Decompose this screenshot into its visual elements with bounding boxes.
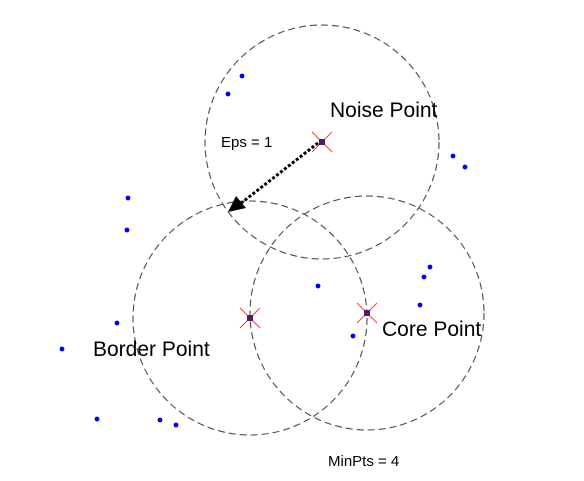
minpts-label: MinPts = 4 xyxy=(328,453,399,470)
data-point xyxy=(462,164,468,170)
data-point xyxy=(114,320,120,326)
core-point-neighborhood-circle xyxy=(249,195,485,431)
eps-radius-arrow xyxy=(228,141,319,212)
border-point-marker xyxy=(239,307,261,329)
data-point xyxy=(125,195,131,201)
border-point-label: Border Point xyxy=(93,338,210,361)
data-point xyxy=(225,91,231,97)
data-point xyxy=(59,346,65,352)
data-point xyxy=(350,333,356,339)
data-point xyxy=(421,274,427,280)
data-point xyxy=(157,417,163,423)
border-point-neighborhood-circle xyxy=(132,200,368,436)
data-point xyxy=(173,422,179,428)
data-point xyxy=(315,283,321,289)
noise-point-label: Noise Point xyxy=(330,99,438,122)
core-point-marker xyxy=(356,302,378,324)
data-point xyxy=(427,264,433,270)
data-point xyxy=(239,73,245,79)
noise-point-neighborhood-circle xyxy=(204,24,440,260)
data-point xyxy=(124,227,130,233)
data-point xyxy=(417,302,423,308)
eps-label: Eps = 1 xyxy=(221,134,272,151)
core-point-label: Core Point xyxy=(382,318,481,341)
data-point xyxy=(450,153,456,159)
noise-point-marker xyxy=(311,131,333,153)
scatter-points xyxy=(59,73,468,428)
data-point xyxy=(94,416,100,422)
